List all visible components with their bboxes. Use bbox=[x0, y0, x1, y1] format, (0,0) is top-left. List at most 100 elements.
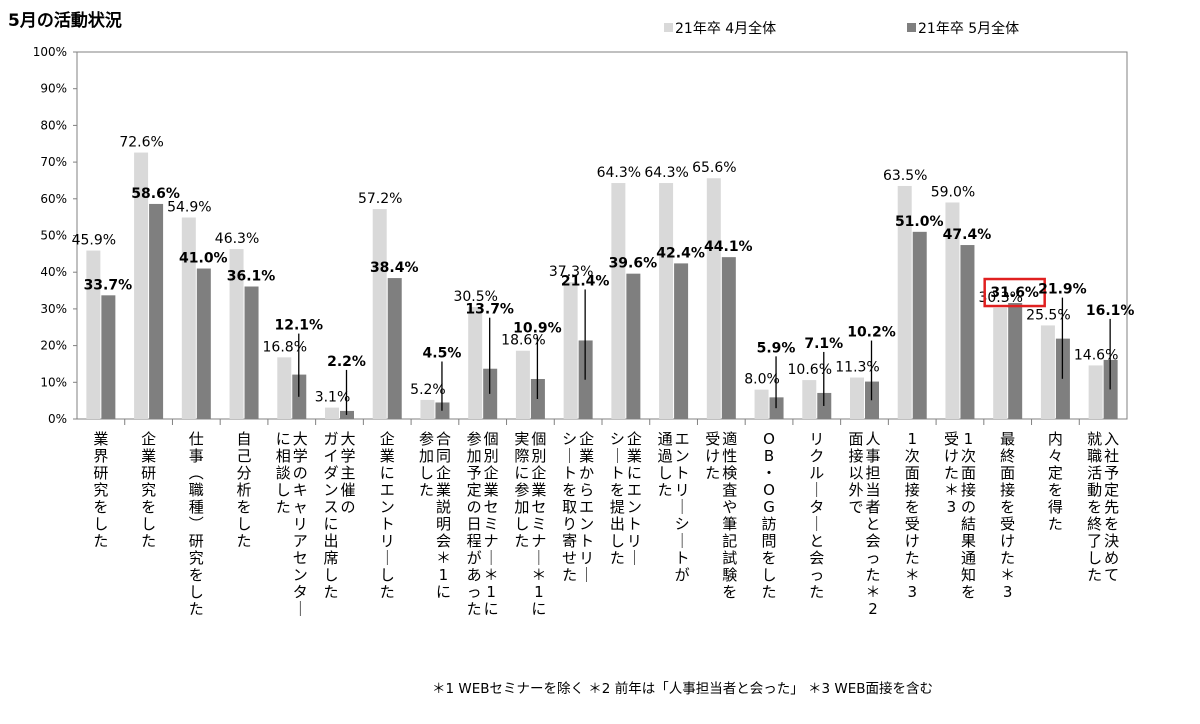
data-label-april: 30.5% bbox=[453, 289, 497, 305]
bar-april bbox=[325, 407, 339, 419]
x-category-label-line: ガイダンスに出席した bbox=[323, 430, 338, 601]
x-category-label: 内々定を得た bbox=[1048, 430, 1063, 533]
x-category-label: 大学のキャリアセンタ｜に相談した bbox=[276, 430, 308, 618]
x-category-label-line: 参加予定の日程があった bbox=[467, 430, 482, 618]
x-category-label: 1 次面接を受けた＊ 3 bbox=[905, 430, 920, 601]
x-category-label-line: リクル｜タ｜と会った bbox=[809, 430, 824, 601]
legend-label-april: 21年卒 4月全体 bbox=[675, 20, 776, 37]
footnote: ＊1 WEBセミナーを除く ＊2 前年は「人事担当者と会った」 ＊3 WEB面接… bbox=[432, 680, 933, 697]
bar-april bbox=[563, 282, 578, 419]
bar-april bbox=[802, 380, 817, 419]
x-category-label-line: 適性検査や筆記試験を bbox=[722, 430, 737, 601]
bar-may bbox=[387, 278, 402, 419]
x-category-label-line: 企業にエントリ｜した bbox=[380, 430, 395, 601]
bar-april bbox=[706, 178, 721, 419]
data-label-may: 5.9% bbox=[757, 340, 796, 356]
data-label-may: 7.1% bbox=[804, 336, 843, 352]
data-label-may: 12.1% bbox=[274, 318, 323, 334]
legend-label-may: 21年卒 5月全体 bbox=[918, 20, 1019, 37]
data-label-may: 21.9% bbox=[1038, 282, 1087, 298]
x-category-label: 合同企業説明会＊ 1 に参加した bbox=[419, 430, 451, 601]
data-label-may: 41.0% bbox=[179, 251, 228, 267]
x-category-label: 仕事︵職種︶研究をした bbox=[189, 430, 204, 618]
data-label-april: 16.8% bbox=[263, 339, 307, 355]
data-label-may: 58.6% bbox=[131, 186, 180, 202]
data-label-april: 57.2% bbox=[358, 191, 402, 207]
y-tick-label: 70% bbox=[40, 155, 67, 169]
x-category-label-line: 仕事︵職種︶研究をした bbox=[189, 430, 204, 618]
x-category-label-line: 1 次面接の結果通知を bbox=[961, 430, 976, 601]
x-category-label-line: 受けた bbox=[705, 430, 720, 482]
bar-may bbox=[578, 340, 593, 419]
x-category-label: 自己分析をした bbox=[237, 430, 252, 550]
x-category-label-line: 入社予定先を決めて bbox=[1104, 430, 1119, 584]
x-category-label: 企業にエントリ｜シ｜トを提出した bbox=[610, 430, 642, 567]
data-label-may: 36.1% bbox=[227, 269, 276, 285]
data-label-may: 16.1% bbox=[1086, 303, 1135, 319]
data-label-may: 2.2% bbox=[327, 354, 366, 370]
chart-title: 5月の活動状況 bbox=[8, 10, 122, 31]
bar-april bbox=[277, 357, 292, 419]
data-label-april: 18.6% bbox=[501, 333, 545, 349]
x-category-label: 企業研究をした bbox=[141, 430, 156, 550]
x-category-label-line: シ｜トを取り寄せた bbox=[562, 430, 577, 584]
bar-may bbox=[626, 273, 641, 419]
bar-april bbox=[181, 217, 196, 419]
bar-april bbox=[945, 202, 960, 419]
legend: 21年卒 4月全体 21年卒 5月全体 bbox=[664, 20, 1019, 37]
x-category-label-line: 個別企業セミナ｜＊ 1 に bbox=[531, 430, 546, 618]
data-label-may: 47.4% bbox=[943, 227, 992, 243]
data-label-may: 13.7% bbox=[465, 302, 514, 318]
data-label-april: 64.3% bbox=[644, 165, 688, 181]
y-tick-label: 90% bbox=[40, 82, 67, 96]
legend-swatch-may bbox=[907, 23, 916, 32]
x-category-label-line: 受けた＊ 3 bbox=[944, 430, 959, 516]
data-label-may: 10.9% bbox=[513, 321, 562, 337]
data-label-april: 54.9% bbox=[167, 200, 211, 216]
data-label-april: 64.3% bbox=[597, 165, 641, 181]
bar-april bbox=[611, 183, 626, 419]
y-tick-label: 100% bbox=[33, 45, 67, 59]
x-category-label-line: エントリ｜シ｜トが bbox=[675, 430, 690, 584]
data-label-april: 37.3% bbox=[549, 264, 593, 280]
x-category-label-line: 実際に参加した bbox=[514, 430, 529, 550]
x-category-label-line: 内々定を得た bbox=[1048, 430, 1063, 533]
bar-may bbox=[721, 257, 736, 419]
bar-may bbox=[674, 263, 689, 419]
y-tick-label: 60% bbox=[40, 192, 67, 206]
bar-may bbox=[244, 286, 259, 419]
x-category-label-line: 面接以外で bbox=[848, 430, 863, 516]
category-labels: 業界研究をした 企業研究をした 仕事︵職種︶研究をした 自己分析をした 大学のキャリアセ… bbox=[93, 430, 1119, 618]
data-label-may: 38.4% bbox=[370, 260, 419, 276]
y-tick-label: 80% bbox=[40, 118, 67, 132]
x-category-label: 業界研究をした bbox=[93, 430, 108, 550]
bar-april bbox=[1088, 365, 1103, 419]
data-label-april: 30.3% bbox=[978, 290, 1022, 306]
x-category-label-line: 就職活動を終了した bbox=[1087, 430, 1102, 584]
data-label-april: 11.3% bbox=[835, 360, 879, 376]
bar-may bbox=[960, 245, 975, 419]
x-category-label-line: シ｜トを提出した bbox=[610, 430, 625, 567]
bar-april bbox=[134, 152, 149, 420]
data-label-may: 33.7% bbox=[84, 277, 133, 293]
bar-april bbox=[754, 389, 769, 419]
bar-april bbox=[420, 399, 435, 419]
bar-april bbox=[850, 377, 864, 419]
data-label-april: 8.0% bbox=[744, 372, 780, 388]
x-category-label-line: 企業にエントリ｜ bbox=[627, 430, 642, 567]
x-category-label: O B ・ O G 訪問をした bbox=[762, 430, 777, 601]
y-tick-label: 40% bbox=[40, 265, 67, 279]
highlight-box bbox=[983, 277, 1046, 308]
y-tick-label: 20% bbox=[40, 339, 67, 353]
x-category-label-line: 個別企業セミナ｜＊ 1 に bbox=[484, 430, 499, 618]
x-category-label-line: 企業研究をした bbox=[141, 430, 156, 550]
x-category-label-line: 大学のキャリアセンタ｜ bbox=[293, 430, 308, 618]
